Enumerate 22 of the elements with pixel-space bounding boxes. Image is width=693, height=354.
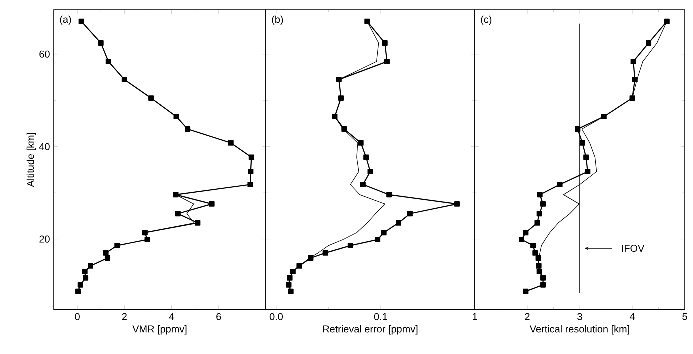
x-tick-label: 3 bbox=[578, 313, 582, 320]
y-axis-title: Altitude [km] bbox=[26, 133, 36, 188]
annotation: (a) bbox=[60, 16, 72, 26]
y-tick-label: 60 bbox=[40, 50, 50, 58]
x-tick-label: 4 bbox=[630, 313, 635, 320]
ref-line-label: IFOV bbox=[622, 245, 645, 252]
y-tick-label: 40 bbox=[39, 143, 50, 150]
x-tick-label: 5 bbox=[682, 313, 688, 320]
x-tick-label: 1 bbox=[473, 313, 478, 320]
x-tick-label: 2 bbox=[122, 313, 127, 320]
y-tick-label: 20 bbox=[40, 236, 50, 243]
annotation: (b) bbox=[272, 16, 284, 26]
x-tick-label: 6 bbox=[216, 313, 222, 320]
annotation: (c) bbox=[481, 16, 492, 26]
x-tick-label: 0.0 bbox=[270, 313, 283, 320]
x-axis-title: Vertical resolution [km] bbox=[530, 325, 630, 335]
x-axis-title: Retrieval error [ppmv] bbox=[323, 325, 418, 335]
x-tick-label: 4 bbox=[169, 313, 174, 320]
x-tick-label: 0.1 bbox=[374, 313, 388, 320]
x-tick-label: 0 bbox=[75, 313, 80, 320]
x-axis-title: VMR [ppmv] bbox=[132, 325, 187, 335]
x-tick-label: 2 bbox=[525, 313, 530, 320]
